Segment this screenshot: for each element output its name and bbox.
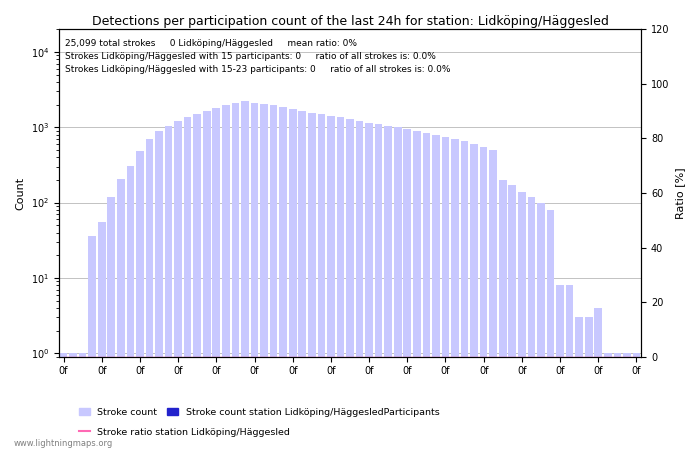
Bar (69, 353, 77, 450)
Bar (432, 135, 440, 450)
Bar (174, 121, 182, 450)
Y-axis label: Ratio [%]: Ratio [%] (675, 167, 685, 219)
Bar (232, 103, 239, 450)
Bar (318, 114, 326, 450)
Bar (127, 166, 134, 450)
Bar (365, 123, 373, 450)
Bar (108, 197, 115, 450)
Bar (403, 129, 411, 450)
Bar (499, 180, 507, 450)
Bar (327, 116, 335, 450)
Bar (528, 197, 536, 450)
Bar (575, 317, 583, 450)
Bar (384, 126, 392, 450)
Stroke ratio station Lidköping/Häggesled (260, 354, 268, 360)
Bar (222, 105, 230, 450)
Bar (146, 140, 153, 450)
Bar (164, 126, 172, 450)
Bar (585, 317, 592, 450)
Bar (413, 130, 421, 450)
Stroke ratio station Lidköping/Häggesled (365, 354, 373, 360)
Bar (394, 127, 402, 450)
Bar (270, 105, 277, 450)
Bar (452, 139, 458, 450)
Text: www.lightningmaps.org: www.lightningmaps.org (14, 439, 113, 448)
Bar (556, 285, 564, 450)
Text: Strokes Lidköping/Häggesled with 15 participants: 0     ratio of all strokes is:: Strokes Lidköping/Häggesled with 15 part… (64, 52, 435, 61)
Bar (289, 109, 297, 450)
Bar (136, 151, 144, 450)
Bar (480, 147, 487, 450)
Bar (508, 185, 516, 450)
Bar (423, 133, 430, 450)
Stroke ratio station Lidköping/Häggesled (556, 354, 564, 360)
Bar (442, 137, 449, 450)
Bar (489, 150, 497, 450)
Bar (260, 104, 268, 450)
Bar (604, 353, 612, 450)
Legend: Stroke ratio station Lidköping/Häggesled: Stroke ratio station Lidköping/Häggesled (75, 424, 294, 441)
Bar (633, 353, 641, 450)
Bar (213, 108, 220, 450)
Bar (547, 210, 554, 450)
Bar (613, 353, 621, 450)
Bar (470, 144, 478, 450)
Bar (79, 353, 86, 450)
Bar (308, 113, 316, 450)
Bar (518, 192, 526, 450)
Bar (117, 179, 125, 450)
Bar (623, 353, 631, 450)
Stroke ratio station Lidköping/Häggesled (60, 354, 68, 360)
Bar (184, 117, 192, 450)
Y-axis label: Count: Count (15, 176, 25, 210)
Bar (594, 308, 602, 450)
Bar (251, 103, 258, 450)
Bar (356, 121, 363, 450)
Bar (279, 107, 287, 450)
Title: Detections per participation count of the last 24h for station: Lidköping/Hägges: Detections per participation count of th… (92, 15, 608, 28)
Bar (346, 119, 354, 450)
Bar (60, 353, 67, 450)
Bar (98, 222, 106, 450)
Bar (298, 111, 306, 450)
Legend: Stroke count, Stroke count station Lidköping/HäggesledParticipants: Stroke count, Stroke count station Lidkö… (75, 404, 443, 421)
Text: Strokes Lidköping/Häggesled with 15-23 participants: 0     ratio of all strokes : Strokes Lidköping/Häggesled with 15-23 p… (64, 65, 450, 74)
Stroke ratio station Lidköping/Häggesled (632, 354, 640, 360)
Bar (566, 285, 573, 450)
Stroke ratio station Lidköping/Häggesled (174, 354, 182, 360)
Bar (241, 101, 248, 450)
Bar (461, 141, 468, 450)
Bar (337, 117, 344, 450)
Text: 25,099 total strokes     0 Lidköping/Häggesled     mean ratio: 0%: 25,099 total strokes 0 Lidköping/Häggesl… (64, 39, 356, 48)
Bar (155, 130, 163, 450)
Stroke ratio station Lidköping/Häggesled (403, 354, 412, 360)
Bar (374, 124, 382, 450)
Bar (537, 202, 545, 450)
Bar (88, 236, 96, 450)
Bar (193, 114, 201, 450)
Bar (203, 111, 211, 450)
Stroke ratio station Lidköping/Häggesled (193, 354, 202, 360)
